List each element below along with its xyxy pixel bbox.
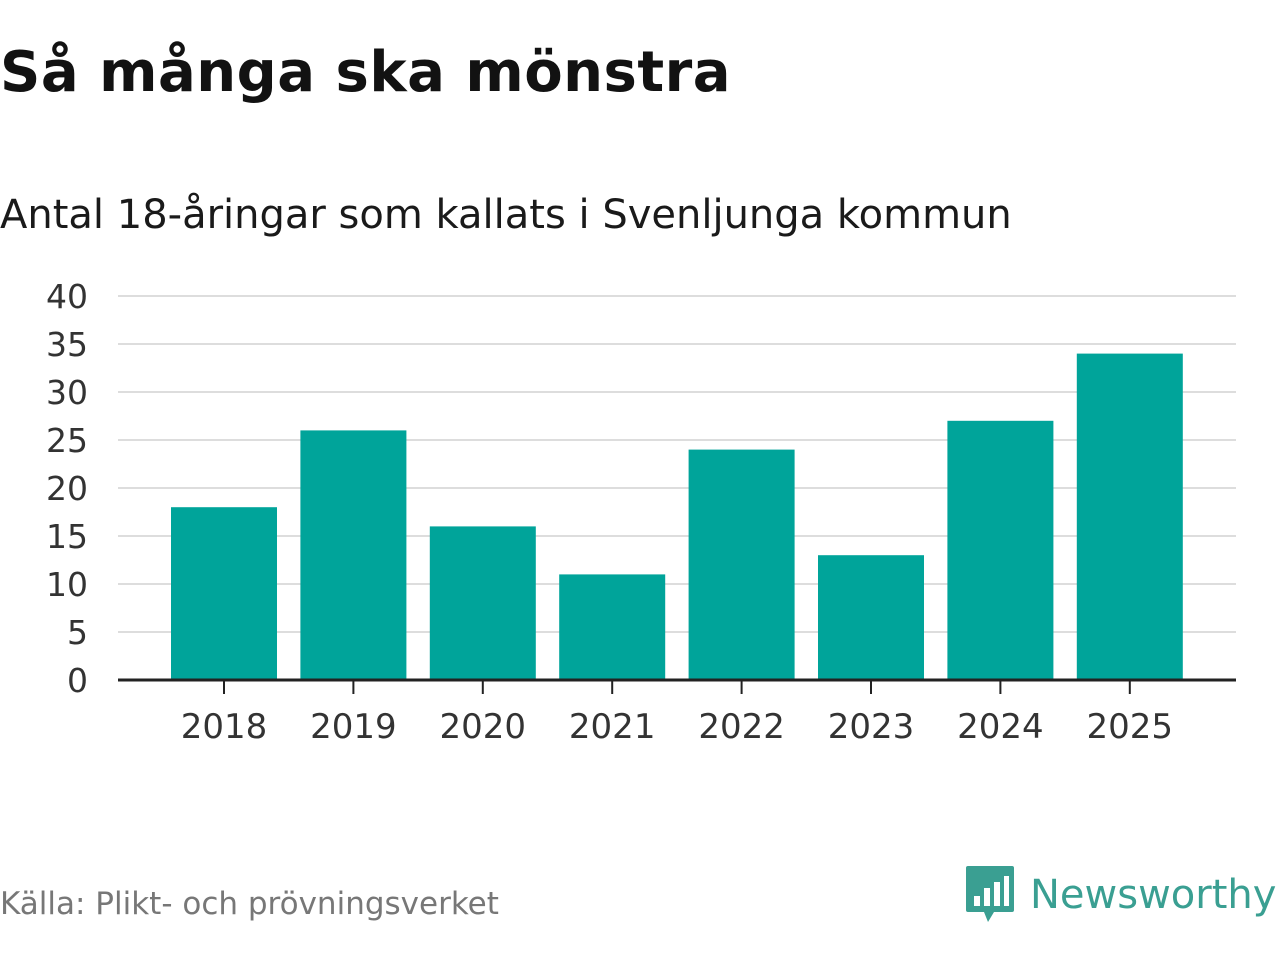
y-tick-label: 20 bbox=[46, 469, 88, 508]
chart-title: Så många ska mönstra bbox=[0, 40, 732, 105]
y-tick-label: 10 bbox=[46, 565, 88, 604]
y-tick-label: 30 bbox=[46, 373, 88, 412]
bar-2021 bbox=[559, 574, 666, 680]
x-tick-label: 2023 bbox=[828, 707, 915, 747]
bar-chart-speech-bubble-icon bbox=[966, 866, 1014, 922]
source-text: Källa: Plikt- och prövningsverket bbox=[0, 886, 499, 922]
chart-subtitle: Antal 18-åringar som kallats i Svenljung… bbox=[0, 192, 1012, 238]
bar-2020 bbox=[429, 526, 536, 680]
x-tick-label: 2018 bbox=[181, 707, 268, 747]
x-tick-label: 2022 bbox=[698, 707, 785, 747]
y-tick-label: 5 bbox=[67, 613, 88, 652]
bar-2023 bbox=[818, 555, 924, 680]
bar-2025 bbox=[1076, 353, 1183, 680]
bar-2018 bbox=[171, 507, 277, 680]
bar-2022 bbox=[688, 449, 795, 680]
x-tick-label: 2019 bbox=[310, 707, 397, 747]
y-tick-label: 40 bbox=[46, 277, 88, 316]
y-tick-label: 35 bbox=[46, 325, 88, 364]
x-tick-label: 2021 bbox=[569, 707, 656, 747]
x-tick-label: 2025 bbox=[1087, 707, 1174, 747]
x-tick-label: 2024 bbox=[957, 707, 1044, 747]
y-tick-label: 15 bbox=[46, 517, 88, 556]
x-tick-label: 2020 bbox=[440, 707, 527, 747]
brand-logo: Newsworthy bbox=[964, 864, 1276, 926]
y-tick-label: 0 bbox=[67, 661, 88, 700]
bar-2024 bbox=[947, 420, 1054, 680]
y-tick-label: 25 bbox=[46, 421, 88, 460]
brand-name: Newsworthy bbox=[1030, 872, 1277, 918]
bar-2019 bbox=[300, 430, 407, 680]
